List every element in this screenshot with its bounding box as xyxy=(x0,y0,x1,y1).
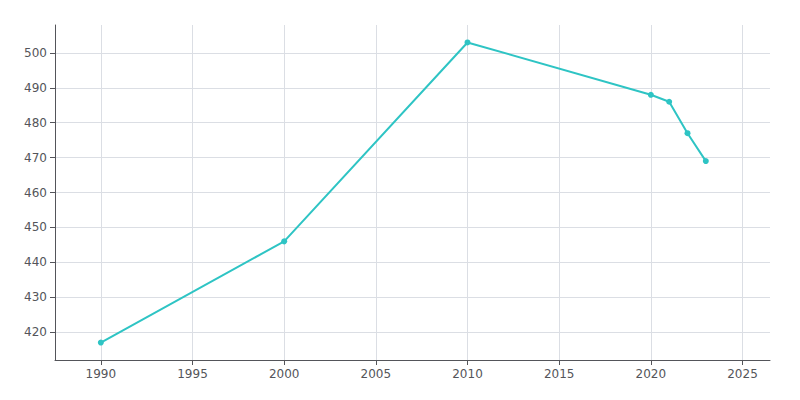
svg-text:500: 500 xyxy=(24,46,47,60)
svg-text:470: 470 xyxy=(24,151,47,165)
svg-text:440: 440 xyxy=(24,255,47,269)
svg-text:2000: 2000 xyxy=(269,367,300,381)
svg-text:2015: 2015 xyxy=(544,367,575,381)
svg-text:2010: 2010 xyxy=(452,367,483,381)
svg-text:430: 430 xyxy=(24,290,47,304)
svg-text:450: 450 xyxy=(24,220,47,234)
svg-text:1995: 1995 xyxy=(177,367,208,381)
svg-text:460: 460 xyxy=(24,186,47,200)
svg-text:2005: 2005 xyxy=(361,367,392,381)
svg-text:420: 420 xyxy=(24,325,47,339)
svg-text:480: 480 xyxy=(24,116,47,130)
svg-text:490: 490 xyxy=(24,81,47,95)
svg-text:2020: 2020 xyxy=(636,367,667,381)
svg-text:2025: 2025 xyxy=(727,367,758,381)
svg-text:1990: 1990 xyxy=(86,367,117,381)
